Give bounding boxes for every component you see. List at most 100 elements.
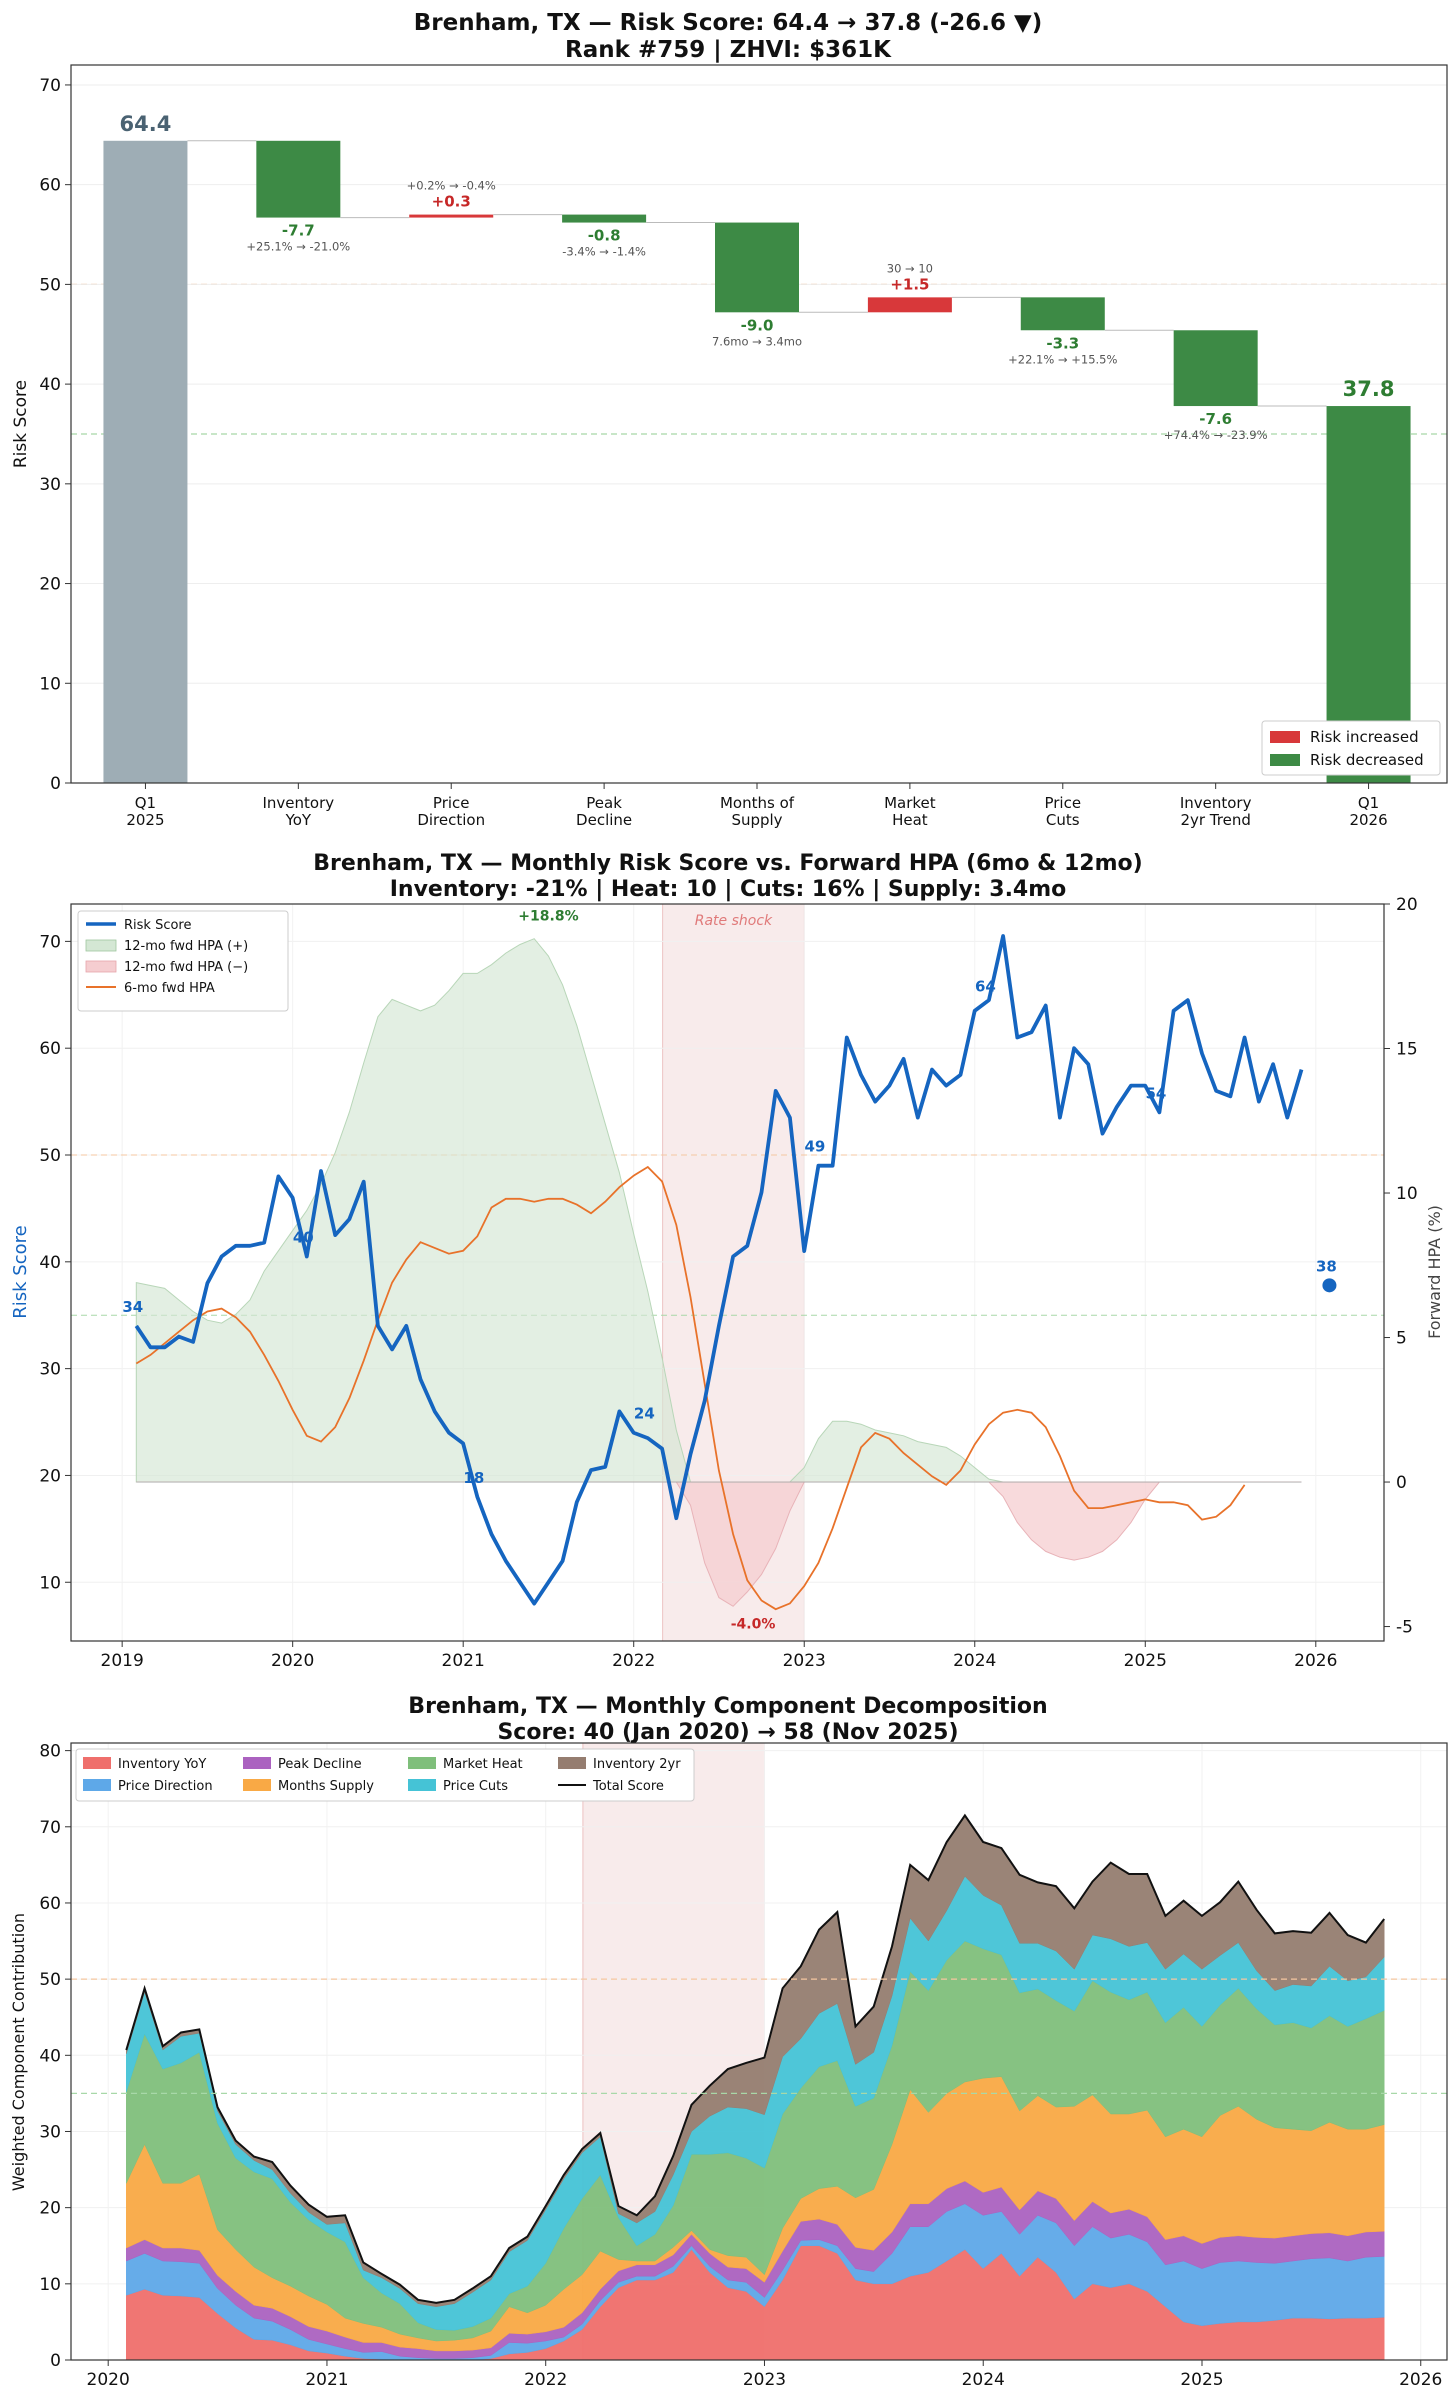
decomposition-subtitle: Score: 40 (Jan 2020) → 58 (Nov 2025)	[497, 1720, 958, 1745]
rate-shock-label: Rate shock	[695, 913, 773, 929]
y-tick-label: 70	[39, 76, 61, 96]
risk-score-point-label: 49	[804, 1138, 825, 1156]
waterfall-bar-start	[103, 140, 188, 784]
waterfall-note: +25.1% → -21.0%	[246, 240, 350, 254]
risk-score-line	[134, 934, 1304, 1606]
risk-score-end-marker	[1322, 1278, 1337, 1293]
waterfall-bar	[409, 214, 494, 218]
y-tick-label: 50	[39, 1970, 61, 1990]
waterfall-note: +74.4% → -23.9%	[1164, 428, 1268, 442]
x-tick-label: 2022	[612, 1651, 655, 1671]
waterfall-note: 30 → 10	[887, 261, 933, 275]
risk-score-point-label: 40	[293, 1228, 314, 1246]
y-tick-label: 30	[39, 475, 61, 495]
waterfall-title: Brenham, TX — Risk Score: 64.4 → 37.8 (-…	[414, 10, 1042, 36]
y-tick-label: 60	[39, 176, 61, 196]
hpa6-line	[135, 1165, 1246, 1611]
waterfall-legend: Risk increased Risk decreased	[1261, 720, 1441, 776]
waterfall-legend-box	[1261, 720, 1441, 776]
waterfall-bars: 64.4 Q1 2025 -7.7+25.1% → -21.0% Inventory Yo…	[103, 112, 1411, 829]
legend-swatch-peak-decline	[243, 1757, 271, 1769]
legend-swatch-months-supply	[243, 1779, 271, 1791]
x-tick-label: 2021	[305, 2370, 348, 2390]
waterfall-delta-label: -7.6	[1199, 410, 1232, 428]
risk-score-point-label: 38	[1316, 1257, 1337, 1275]
legend-swatch-hpa-negative	[85, 960, 117, 973]
legend-label-hpa-negative: 12-mo fwd HPA (−)	[124, 960, 248, 975]
x-tick-label: 2026	[1399, 2370, 1442, 2390]
line-series: 34 40 18 24 49 64 54 38 +18.8% -4.0%	[122, 909, 1337, 1633]
waterfall-delta-label: -9.0	[741, 316, 774, 334]
legend-swatch-decreased	[1270, 754, 1300, 766]
x-tick-label: Months of Supply	[720, 794, 795, 829]
y-tick-label: 40	[39, 375, 61, 395]
legend-label-inventory-yoy: Inventory YoY	[118, 1757, 206, 1772]
x-tick-label: 2026	[1294, 1651, 1337, 1671]
decomposition-panel: Brenham, TX — Monthly Component Decompos…	[9, 1694, 1448, 2390]
x-tick-label: 2021	[442, 1651, 485, 1671]
waterfall-bar	[562, 214, 647, 223]
y-tick-label: 30	[39, 1360, 61, 1380]
waterfall-delta-label: -7.7	[282, 222, 315, 240]
y2-tick-label: -5	[1396, 1618, 1413, 1638]
y-tick-label: 20	[39, 2199, 61, 2219]
y-tick-label: 40	[39, 1253, 61, 1273]
line-frame	[70, 903, 1385, 1642]
x-tick-label: 2023	[743, 2370, 786, 2390]
line-ylabel: Risk Score	[10, 1225, 31, 1318]
line-panel: Brenham, TX — Monthly Risk Score vs. For…	[10, 851, 1444, 1671]
y-tick-label: 50	[39, 275, 61, 295]
x-tick-label: Inventory YoY	[263, 794, 335, 829]
x-tick-label: 2025	[1124, 1651, 1167, 1671]
waterfall-bar	[256, 140, 341, 218]
decomposition-title: Brenham, TX — Monthly Component Decompos…	[408, 1694, 1047, 1719]
legend-swatch-inventory-yoy	[83, 1757, 111, 1769]
hpa-peak-label: +18.8%	[518, 909, 578, 925]
legend-swatch-price-direction	[83, 1779, 111, 1791]
waterfall-note: -3.4% → -1.4%	[562, 245, 646, 259]
y-tick-label: 30	[39, 2122, 61, 2142]
y-tick-label: 80	[39, 1742, 61, 1762]
legend-label-increased: Risk increased	[1310, 728, 1419, 746]
legend-swatch-increased	[1270, 731, 1300, 743]
decomposition-ylabel: Weighted Component Contribution	[9, 1913, 28, 2191]
y-tick-label: 10	[39, 674, 61, 694]
x-tick-label: 2022	[524, 2370, 567, 2390]
y-tick-label: 0	[50, 774, 61, 794]
legend-label-inventory-2yr: Inventory 2yr	[593, 1757, 681, 1772]
legend-label-hpa-6mo: 6-mo fwd HPA	[124, 981, 215, 996]
waterfall-end-value: 37.8	[1343, 377, 1395, 401]
legend-swatch-inventory-2yr	[558, 1757, 586, 1769]
y-tick-label: 50	[39, 1146, 61, 1166]
legend-label-total-score: Total Score	[592, 1779, 664, 1794]
x-tick-label: Inventory 2yr Trend	[1180, 794, 1252, 829]
risk-score-point-label: 24	[634, 1405, 655, 1423]
decomposition-legend-box	[75, 1748, 695, 1802]
waterfall-delta-label: -3.3	[1046, 334, 1079, 352]
y2-tick-label: 5	[1396, 1329, 1407, 1349]
legend-label-price-direction: Price Direction	[118, 1779, 213, 1794]
risk-score-point-label: 64	[975, 977, 996, 995]
legend-label-decreased: Risk decreased	[1310, 751, 1424, 769]
x-tick-label: 2020	[271, 1651, 314, 1671]
line-y2label: Forward HPA (%)	[1425, 1205, 1444, 1339]
waterfall-delta-label: -0.8	[588, 227, 621, 245]
x-tick-label: 2023	[783, 1651, 826, 1671]
legend-swatch-market-heat	[408, 1757, 436, 1769]
legend-swatch-hpa-positive	[85, 939, 117, 952]
risk-score-point-label: 18	[463, 1469, 484, 1487]
waterfall-bar	[867, 297, 952, 313]
waterfall-bar-end	[1326, 406, 1411, 783]
hpa12-negative-area	[136, 1481, 1302, 1607]
waterfall-note: +0.2% → -0.4%	[407, 179, 496, 193]
y-tick-label: 70	[39, 1818, 61, 1838]
y-tick-label: 40	[39, 2046, 61, 2066]
waterfall-ylabel: Risk Score	[11, 380, 31, 468]
waterfall-frame	[70, 64, 1448, 784]
y-tick-label: 70	[39, 932, 61, 952]
line-title: Brenham, TX — Monthly Risk Score vs. For…	[313, 851, 1142, 876]
waterfall-start-value: 64.4	[120, 112, 172, 136]
x-tick-label: 2019	[101, 1651, 144, 1671]
x-tick-label: 2025	[1180, 2370, 1223, 2390]
